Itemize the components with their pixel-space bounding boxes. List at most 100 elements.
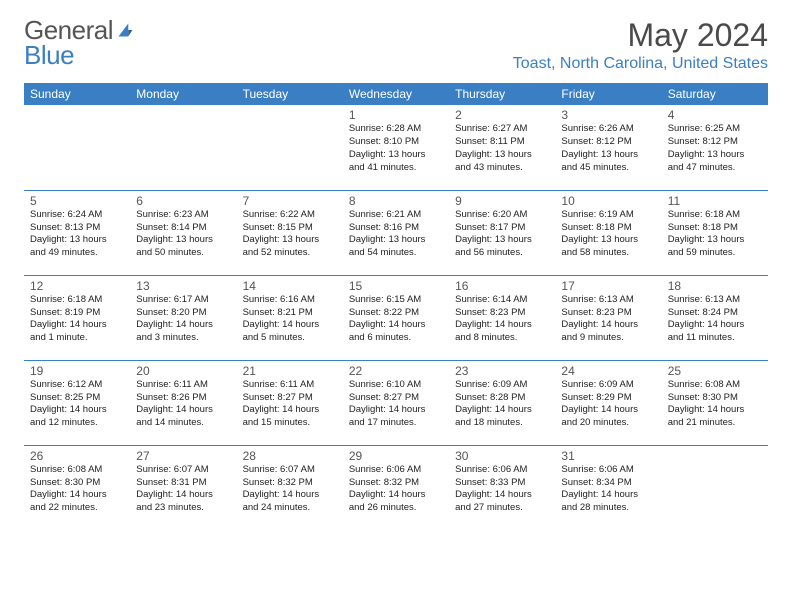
day-number: 27 (136, 449, 230, 463)
calendar-row: 1Sunrise: 6:28 AMSunset: 8:10 PMDaylight… (24, 105, 768, 190)
day-info: Sunrise: 6:15 AMSunset: 8:22 PMDaylight:… (349, 294, 443, 345)
location-text: Toast, North Carolina, United States (513, 55, 768, 73)
day-number: 22 (349, 364, 443, 378)
day-number: 6 (136, 194, 230, 208)
day-info: Sunrise: 6:07 AMSunset: 8:31 PMDaylight:… (136, 464, 230, 515)
day-info: Sunrise: 6:26 AMSunset: 8:12 PMDaylight:… (561, 123, 655, 174)
day-info: Sunrise: 6:12 AMSunset: 8:25 PMDaylight:… (30, 379, 124, 430)
day-info: Sunrise: 6:11 AMSunset: 8:26 PMDaylight:… (136, 379, 230, 430)
day-cell-10: 10Sunrise: 6:19 AMSunset: 8:18 PMDayligh… (555, 190, 661, 275)
day-cell-23: 23Sunrise: 6:09 AMSunset: 8:28 PMDayligh… (449, 360, 555, 445)
day-info: Sunrise: 6:13 AMSunset: 8:23 PMDaylight:… (561, 294, 655, 345)
day-info: Sunrise: 6:19 AMSunset: 8:18 PMDaylight:… (561, 209, 655, 260)
day-info: Sunrise: 6:20 AMSunset: 8:17 PMDaylight:… (455, 209, 549, 260)
day-cell-5: 5Sunrise: 6:24 AMSunset: 8:13 PMDaylight… (24, 190, 130, 275)
day-number: 20 (136, 364, 230, 378)
day-cell-14: 14Sunrise: 6:16 AMSunset: 8:21 PMDayligh… (237, 275, 343, 360)
day-number: 3 (561, 108, 655, 122)
day-info: Sunrise: 6:21 AMSunset: 8:16 PMDaylight:… (349, 209, 443, 260)
title-block: May 2024 Toast, North Carolina, United S… (513, 18, 768, 73)
weekday-tuesday: Tuesday (237, 83, 343, 105)
day-cell-19: 19Sunrise: 6:12 AMSunset: 8:25 PMDayligh… (24, 360, 130, 445)
day-number: 8 (349, 194, 443, 208)
day-info: Sunrise: 6:23 AMSunset: 8:14 PMDaylight:… (136, 209, 230, 260)
day-info: Sunrise: 6:11 AMSunset: 8:27 PMDaylight:… (243, 379, 337, 430)
weekday-saturday: Saturday (662, 83, 768, 105)
calendar-row: 12Sunrise: 6:18 AMSunset: 8:19 PMDayligh… (24, 275, 768, 360)
day-info: Sunrise: 6:16 AMSunset: 8:21 PMDaylight:… (243, 294, 337, 345)
day-cell-26: 26Sunrise: 6:08 AMSunset: 8:30 PMDayligh… (24, 445, 130, 530)
day-cell-3: 3Sunrise: 6:26 AMSunset: 8:12 PMDaylight… (555, 105, 661, 190)
day-info: Sunrise: 6:14 AMSunset: 8:23 PMDaylight:… (455, 294, 549, 345)
month-title: May 2024 (513, 18, 768, 53)
day-info: Sunrise: 6:09 AMSunset: 8:29 PMDaylight:… (561, 379, 655, 430)
day-number: 24 (561, 364, 655, 378)
day-info: Sunrise: 6:10 AMSunset: 8:27 PMDaylight:… (349, 379, 443, 430)
weekday-thursday: Thursday (449, 83, 555, 105)
day-info: Sunrise: 6:18 AMSunset: 8:18 PMDaylight:… (668, 209, 762, 260)
day-info: Sunrise: 6:17 AMSunset: 8:20 PMDaylight:… (136, 294, 230, 345)
day-number: 7 (243, 194, 337, 208)
weekday-sunday: Sunday (24, 83, 130, 105)
day-info: Sunrise: 6:06 AMSunset: 8:32 PMDaylight:… (349, 464, 443, 515)
day-number: 26 (30, 449, 124, 463)
day-number: 19 (30, 364, 124, 378)
day-number: 18 (668, 279, 762, 293)
day-info: Sunrise: 6:08 AMSunset: 8:30 PMDaylight:… (668, 379, 762, 430)
calendar-row: 5Sunrise: 6:24 AMSunset: 8:13 PMDaylight… (24, 190, 768, 275)
day-info: Sunrise: 6:24 AMSunset: 8:13 PMDaylight:… (30, 209, 124, 260)
calendar-row: 19Sunrise: 6:12 AMSunset: 8:25 PMDayligh… (24, 360, 768, 445)
day-number: 23 (455, 364, 549, 378)
day-number: 11 (668, 194, 762, 208)
day-number: 14 (243, 279, 337, 293)
day-number: 12 (30, 279, 124, 293)
day-cell-13: 13Sunrise: 6:17 AMSunset: 8:20 PMDayligh… (130, 275, 236, 360)
day-cell-12: 12Sunrise: 6:18 AMSunset: 8:19 PMDayligh… (24, 275, 130, 360)
day-info: Sunrise: 6:07 AMSunset: 8:32 PMDaylight:… (243, 464, 337, 515)
day-cell-11: 11Sunrise: 6:18 AMSunset: 8:18 PMDayligh… (662, 190, 768, 275)
sail-icon (115, 18, 135, 43)
day-info: Sunrise: 6:13 AMSunset: 8:24 PMDaylight:… (668, 294, 762, 345)
day-cell-empty (662, 445, 768, 530)
day-info: Sunrise: 6:06 AMSunset: 8:33 PMDaylight:… (455, 464, 549, 515)
day-cell-empty (237, 105, 343, 190)
calendar-row: 26Sunrise: 6:08 AMSunset: 8:30 PMDayligh… (24, 445, 768, 530)
weekday-header-row: SundayMondayTuesdayWednesdayThursdayFrid… (24, 83, 768, 105)
header: GeneralBlue May 2024 Toast, North Caroli… (24, 18, 768, 73)
day-cell-6: 6Sunrise: 6:23 AMSunset: 8:14 PMDaylight… (130, 190, 236, 275)
day-number: 13 (136, 279, 230, 293)
day-cell-1: 1Sunrise: 6:28 AMSunset: 8:10 PMDaylight… (343, 105, 449, 190)
day-cell-16: 16Sunrise: 6:14 AMSunset: 8:23 PMDayligh… (449, 275, 555, 360)
day-number: 4 (668, 108, 762, 122)
day-cell-empty (24, 105, 130, 190)
day-number: 2 (455, 108, 549, 122)
brand-text-2: Blue (24, 40, 74, 70)
day-number: 28 (243, 449, 337, 463)
day-cell-25: 25Sunrise: 6:08 AMSunset: 8:30 PMDayligh… (662, 360, 768, 445)
brand-logo: GeneralBlue (24, 18, 136, 67)
day-cell-empty (130, 105, 236, 190)
day-info: Sunrise: 6:09 AMSunset: 8:28 PMDaylight:… (455, 379, 549, 430)
day-number: 10 (561, 194, 655, 208)
day-info: Sunrise: 6:06 AMSunset: 8:34 PMDaylight:… (561, 464, 655, 515)
day-cell-18: 18Sunrise: 6:13 AMSunset: 8:24 PMDayligh… (662, 275, 768, 360)
day-number: 30 (455, 449, 549, 463)
day-info: Sunrise: 6:18 AMSunset: 8:19 PMDaylight:… (30, 294, 124, 345)
day-number: 9 (455, 194, 549, 208)
day-number: 17 (561, 279, 655, 293)
calendar-table: SundayMondayTuesdayWednesdayThursdayFrid… (24, 83, 768, 530)
day-number: 21 (243, 364, 337, 378)
day-number: 25 (668, 364, 762, 378)
day-info: Sunrise: 6:22 AMSunset: 8:15 PMDaylight:… (243, 209, 337, 260)
day-number: 15 (349, 279, 443, 293)
weekday-friday: Friday (555, 83, 661, 105)
weekday-wednesday: Wednesday (343, 83, 449, 105)
day-cell-21: 21Sunrise: 6:11 AMSunset: 8:27 PMDayligh… (237, 360, 343, 445)
day-cell-31: 31Sunrise: 6:06 AMSunset: 8:34 PMDayligh… (555, 445, 661, 530)
day-number: 16 (455, 279, 549, 293)
day-number: 29 (349, 449, 443, 463)
day-info: Sunrise: 6:28 AMSunset: 8:10 PMDaylight:… (349, 123, 443, 174)
day-cell-4: 4Sunrise: 6:25 AMSunset: 8:12 PMDaylight… (662, 105, 768, 190)
day-cell-15: 15Sunrise: 6:15 AMSunset: 8:22 PMDayligh… (343, 275, 449, 360)
day-cell-8: 8Sunrise: 6:21 AMSunset: 8:16 PMDaylight… (343, 190, 449, 275)
